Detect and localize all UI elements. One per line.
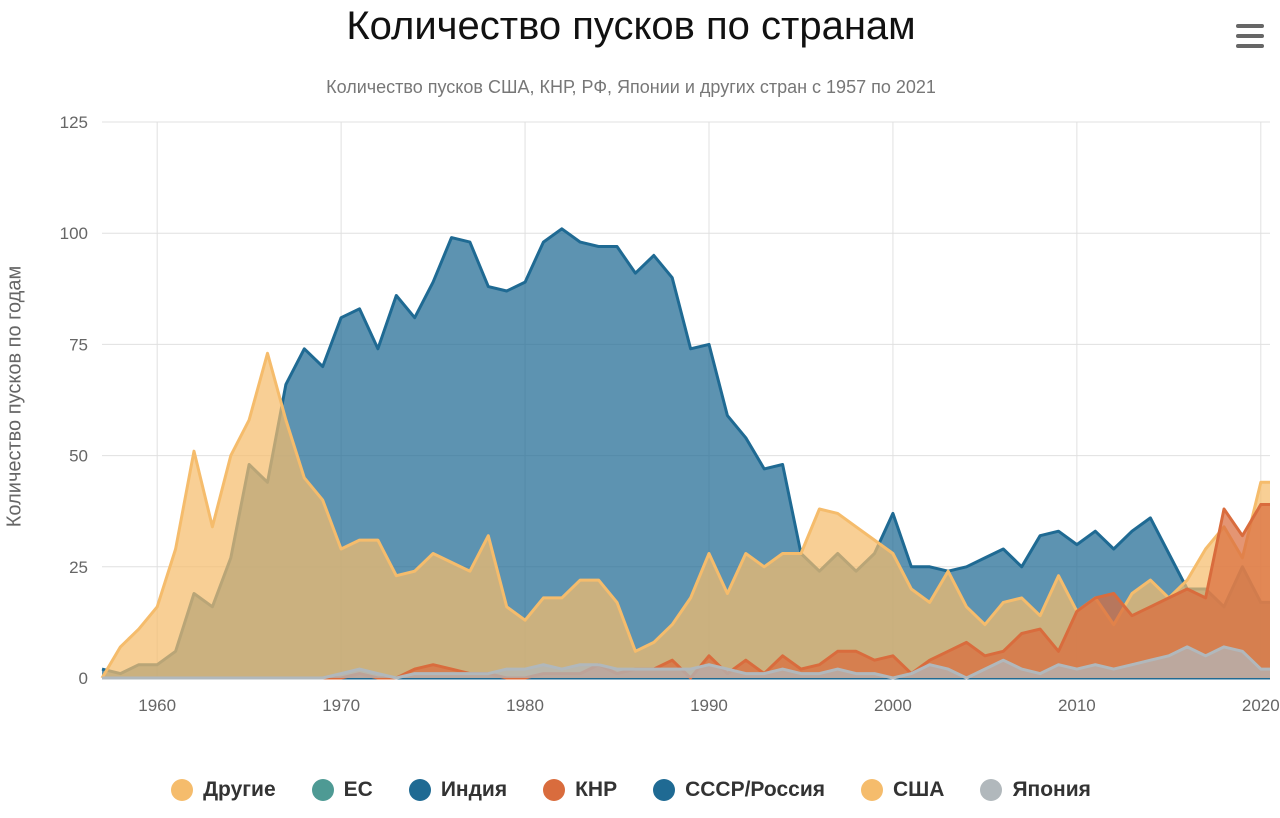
x-tick-label: 1970 xyxy=(322,696,360,715)
y-tick-label: 0 xyxy=(79,669,88,688)
hamburger-menu-icon[interactable] xyxy=(1234,22,1266,50)
series-area-япония xyxy=(102,646,1270,678)
legend-dot-icon xyxy=(861,779,883,801)
legend-item-eu[interactable]: ЕС xyxy=(311,778,373,802)
legend-item-other[interactable]: Другие xyxy=(171,778,276,802)
legend-item-india[interactable]: Индия xyxy=(408,778,508,802)
series-area-сша xyxy=(102,353,1270,678)
y-tick-label: 75 xyxy=(69,335,88,354)
y-tick-label: 25 xyxy=(69,558,88,577)
y-tick-label: 50 xyxy=(69,447,88,466)
legend-label: ЕС xyxy=(343,778,373,801)
legend-item-ussr-russia[interactable]: СССР/Россия xyxy=(653,778,825,802)
series-line-ссср-россия xyxy=(101,227,1270,676)
series-line-япония xyxy=(102,645,1270,680)
legend-dot-icon xyxy=(543,779,566,801)
x-tick-label: 1990 xyxy=(690,696,728,715)
legend-item-china[interactable]: КНР xyxy=(543,778,617,802)
legend-dot-icon xyxy=(408,779,431,801)
series-area-ссср-россия xyxy=(102,228,1270,679)
chart-title: Количество пусков по странам xyxy=(346,4,916,48)
x-tick-label: 1960 xyxy=(138,696,176,715)
legend-dot-icon xyxy=(980,779,1003,801)
legend-item-japan[interactable]: Япония xyxy=(980,778,1091,802)
x-tick-label: 1980 xyxy=(506,696,544,715)
legend-dot-icon xyxy=(171,779,194,801)
x-tick-label: 2010 xyxy=(1058,696,1096,715)
chart-plot: 0 25 50 75 100 125 1960 1970 1980 1990 2000 2010 202… xyxy=(60,113,1280,715)
legend-label: Индия xyxy=(440,778,508,801)
y-tick-label: 125 xyxy=(60,113,88,132)
legend-label: Япония xyxy=(1012,778,1091,801)
y-tick-label: 100 xyxy=(60,224,88,243)
legend-label: КНР xyxy=(575,778,618,801)
x-tick-label: 2000 xyxy=(874,696,912,715)
chart-subtitle: Количество пусков США, КНР, РФ, Японии и… xyxy=(326,77,936,97)
legend-dot-icon xyxy=(653,779,676,801)
chart-legend: Другие ЕС Индия КНР СССР/Россия США Япон… xyxy=(0,778,1262,802)
legend-label: США xyxy=(893,778,945,801)
legend-label: СССР/Россия xyxy=(685,778,825,801)
x-tick-label: 2020 xyxy=(1242,696,1280,715)
legend-dot-icon xyxy=(311,779,334,801)
legend-label: Другие xyxy=(203,778,276,801)
legend-item-usa[interactable]: США xyxy=(861,778,944,802)
